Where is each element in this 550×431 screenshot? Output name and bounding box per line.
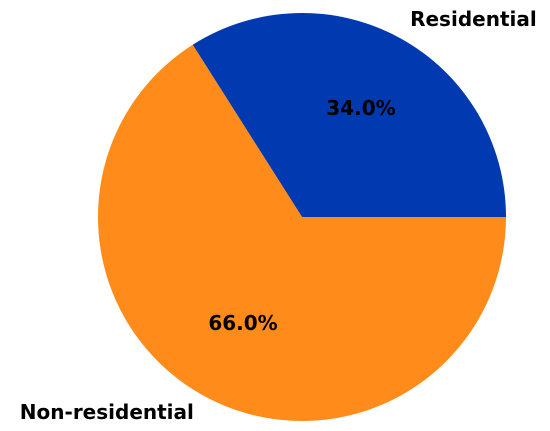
category-label: Residential — [410, 7, 537, 31]
category-label: Non-residential — [20, 400, 194, 424]
value-label: 34.0% — [326, 96, 395, 120]
value-label: 66.0% — [208, 311, 277, 335]
pie-slice — [97, 44, 506, 421]
pie-slice — [192, 12, 506, 217]
